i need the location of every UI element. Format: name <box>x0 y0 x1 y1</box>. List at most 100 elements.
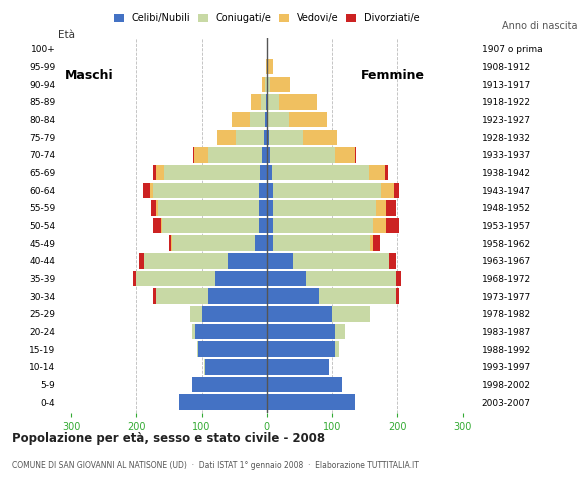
Bar <box>259 218 267 233</box>
Bar <box>268 112 289 127</box>
Bar <box>208 288 267 304</box>
Bar <box>198 341 267 357</box>
Bar <box>266 76 267 92</box>
Bar <box>192 377 267 392</box>
Bar <box>151 200 156 216</box>
Bar <box>332 306 370 322</box>
Bar <box>267 341 335 357</box>
Bar <box>396 288 399 304</box>
Bar <box>216 130 236 145</box>
Bar <box>267 253 293 269</box>
Bar <box>153 288 156 304</box>
Bar <box>156 200 158 216</box>
Bar <box>169 236 171 251</box>
Bar <box>133 271 136 287</box>
Bar <box>396 271 401 287</box>
Bar <box>208 147 262 163</box>
Bar <box>171 236 172 251</box>
Bar <box>144 253 227 269</box>
Bar <box>259 182 267 198</box>
Bar <box>251 112 265 127</box>
Bar <box>267 377 342 392</box>
Bar <box>273 182 381 198</box>
Bar <box>270 76 289 92</box>
Bar <box>227 253 267 269</box>
Bar <box>303 130 336 145</box>
Bar <box>372 218 386 233</box>
Bar <box>293 253 390 269</box>
Bar <box>267 306 332 322</box>
Bar <box>259 200 267 216</box>
Bar <box>195 324 267 339</box>
Bar <box>267 359 329 375</box>
Bar <box>267 236 273 251</box>
Bar <box>279 94 317 110</box>
Bar <box>197 341 198 357</box>
Bar <box>265 112 267 127</box>
Bar <box>273 200 376 216</box>
Bar <box>386 200 396 216</box>
Bar <box>153 165 156 180</box>
Bar <box>262 147 267 163</box>
Bar <box>267 395 355 410</box>
Bar <box>267 76 270 92</box>
Bar <box>143 182 150 198</box>
Bar <box>289 112 327 127</box>
Bar <box>270 147 335 163</box>
Bar <box>370 236 373 251</box>
Bar <box>262 76 266 92</box>
Bar <box>263 130 267 145</box>
Bar <box>158 200 259 216</box>
Bar <box>161 218 162 233</box>
Bar <box>335 147 355 163</box>
Bar <box>386 218 398 233</box>
Bar <box>204 359 205 375</box>
Bar <box>394 182 399 198</box>
Bar <box>267 165 272 180</box>
Text: Maschi: Maschi <box>64 69 113 82</box>
Bar <box>192 324 195 339</box>
Bar <box>261 94 266 110</box>
Bar <box>319 288 396 304</box>
Bar <box>267 218 273 233</box>
Bar <box>267 147 270 163</box>
Bar <box>267 112 268 127</box>
Bar <box>164 165 260 180</box>
Bar <box>272 165 369 180</box>
Bar <box>368 165 385 180</box>
Bar <box>232 112 251 127</box>
Bar <box>194 147 208 163</box>
Text: COMUNE DI SAN GIOVANNI AL NATISONE (UD)  ·  Dati ISTAT 1° gennaio 2008  ·  Elabo: COMUNE DI SAN GIOVANNI AL NATISONE (UD) … <box>12 461 419 470</box>
Bar <box>267 41 268 57</box>
Bar <box>273 218 372 233</box>
Bar <box>267 130 269 145</box>
Bar <box>156 165 164 180</box>
Bar <box>335 341 339 357</box>
Bar <box>153 218 161 233</box>
Bar <box>267 324 335 339</box>
Bar <box>139 253 144 269</box>
Bar <box>273 236 370 251</box>
Bar <box>381 182 394 198</box>
Bar <box>267 200 273 216</box>
Bar <box>306 271 396 287</box>
Bar <box>190 306 201 322</box>
Bar <box>267 94 279 110</box>
Legend: Celibi/Nubili, Coniugati/e, Vedovi/e, Divorziati/e: Celibi/Nubili, Coniugati/e, Vedovi/e, Di… <box>110 10 423 27</box>
Bar <box>215 271 267 287</box>
Bar <box>156 288 208 304</box>
Bar <box>266 59 267 74</box>
Bar <box>255 236 267 251</box>
Bar <box>136 271 215 287</box>
Bar <box>179 395 267 410</box>
Text: Anno di nascita: Anno di nascita <box>502 21 577 31</box>
Bar <box>260 165 267 180</box>
Bar <box>267 288 319 304</box>
Bar <box>336 130 337 145</box>
Bar <box>267 271 306 287</box>
Bar <box>385 165 388 180</box>
Text: Femmine: Femmine <box>361 69 425 82</box>
Bar <box>267 59 273 74</box>
Text: Età: Età <box>58 30 75 40</box>
Bar <box>389 253 396 269</box>
